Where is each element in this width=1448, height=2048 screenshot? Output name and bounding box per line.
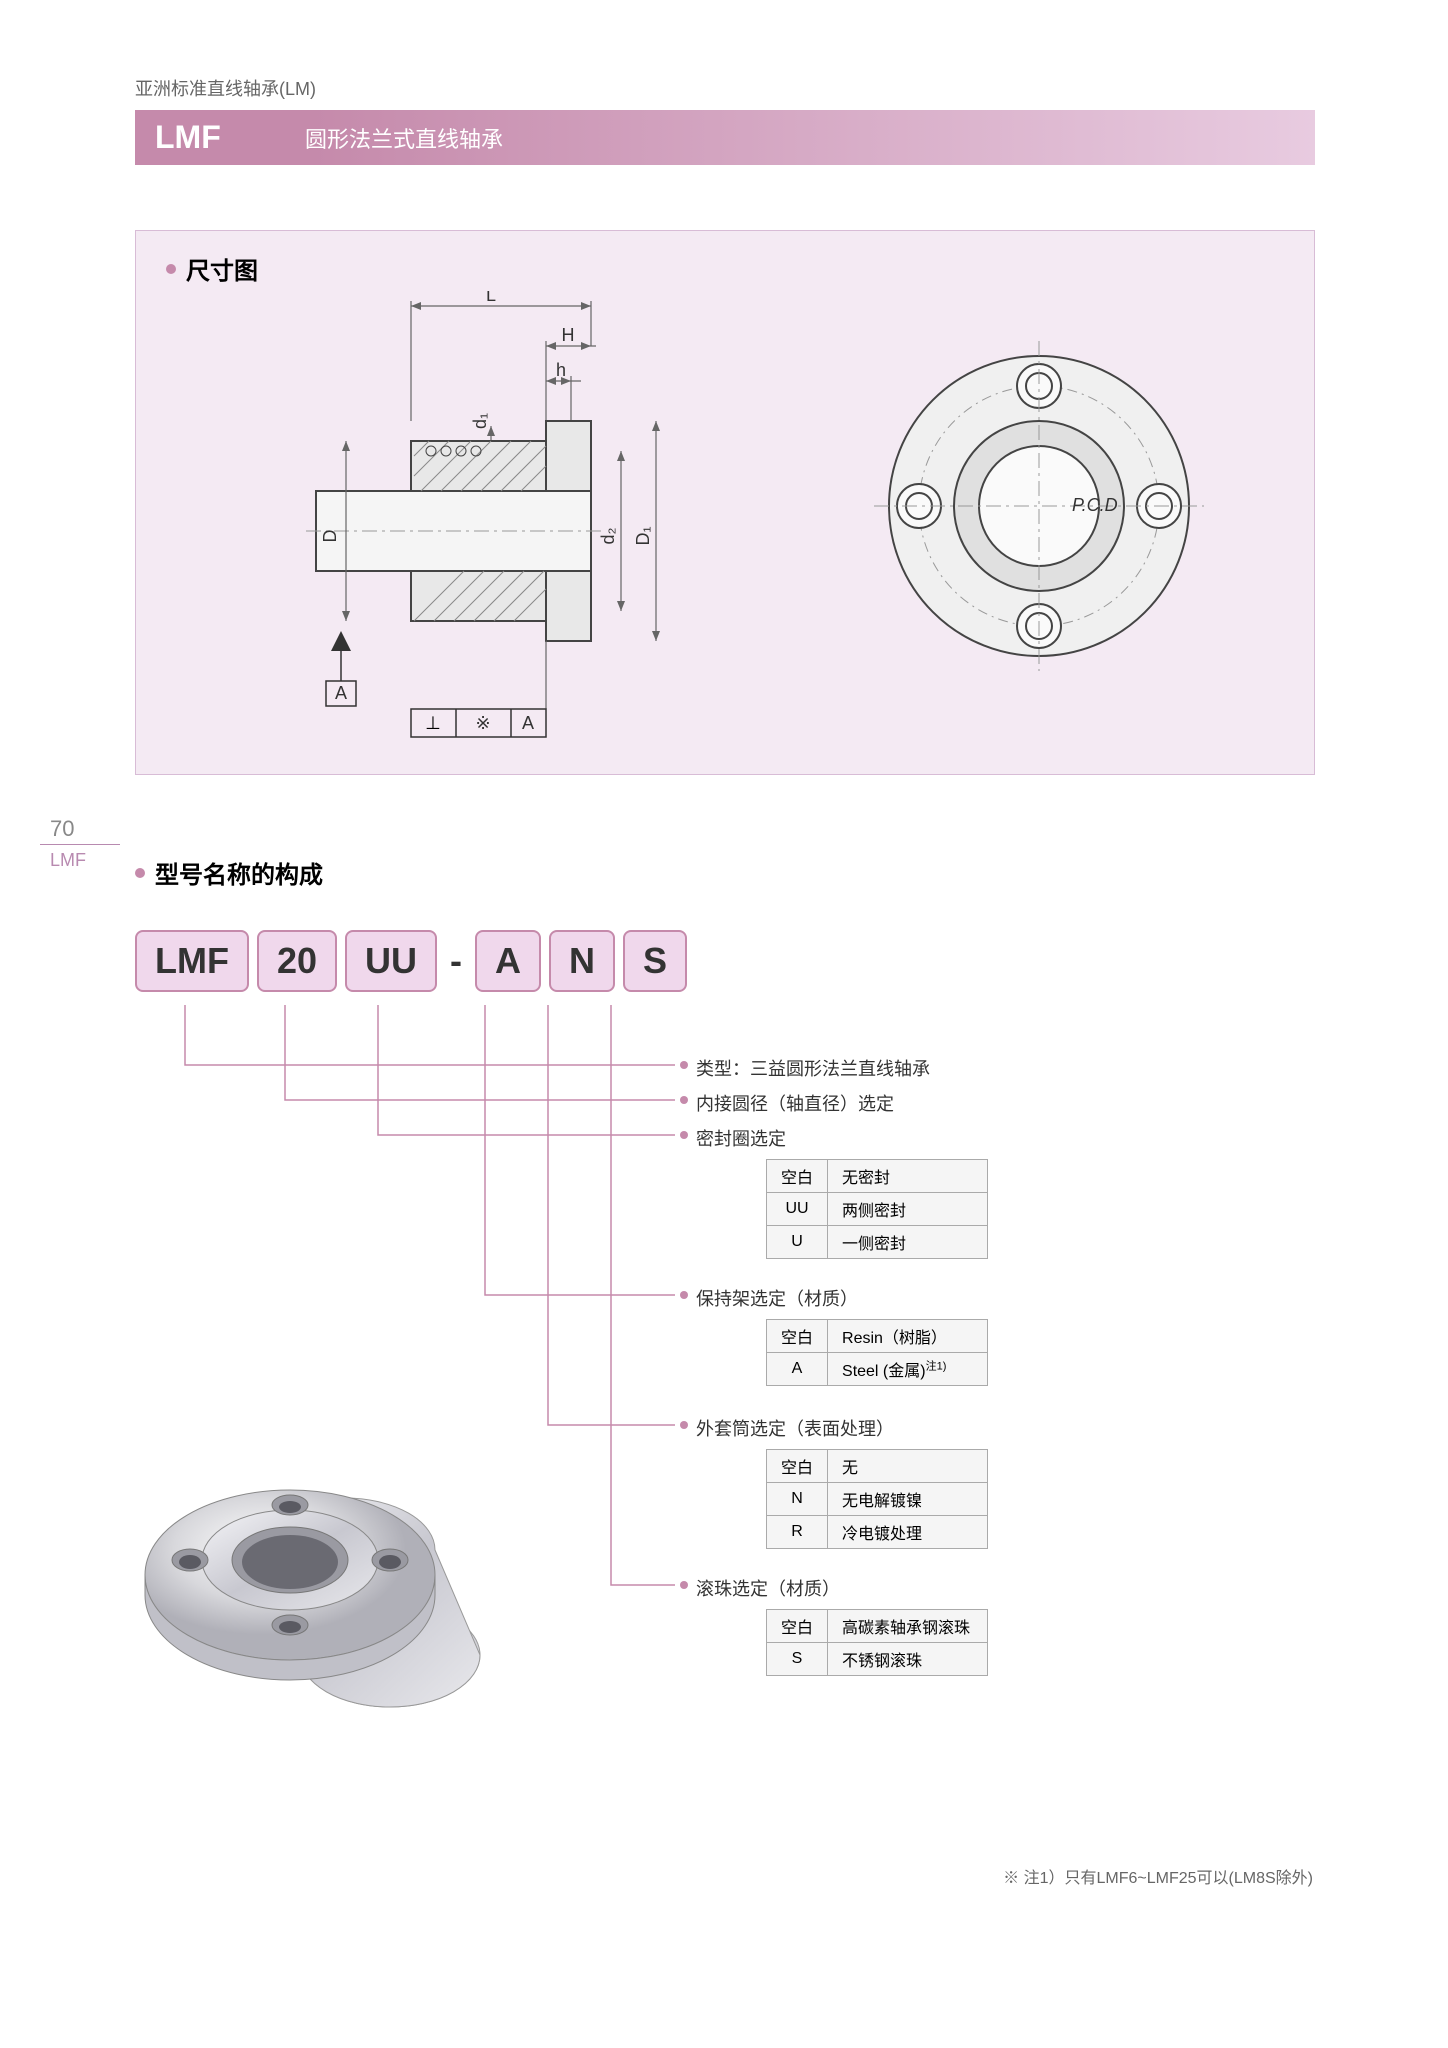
dim-section-title: 尺寸图 (166, 251, 258, 286)
page-code: LMF (50, 850, 86, 871)
svg-text:d₂: d₂ (598, 527, 618, 544)
page-subtitle: 亚洲标准直线轴承(LM) (135, 75, 316, 101)
svg-text:L: L (486, 291, 496, 305)
model-part-s: S (623, 930, 687, 992)
retainer-table: 空白Resin（树脂） ASteel (金属)注1) (766, 1319, 988, 1386)
svg-text:D: D (320, 530, 340, 543)
bullet-icon (680, 1421, 688, 1429)
svg-text:d₁: d₁ (470, 413, 490, 429)
legend-retainer: 保持架选定（材质） 空白Resin（树脂） ASteel (金属)注1) (680, 1285, 988, 1386)
flange-front-view: P.C.D (864, 331, 1214, 681)
legend-ball: 滚珠选定（材质） 空白高碳素轴承钢滚珠 S不锈钢滚珠 (680, 1575, 988, 1676)
model-parts: LMF 20 UU - A N S (135, 930, 1315, 992)
bullet-icon (135, 868, 145, 878)
title-badge: LMF (135, 119, 285, 156)
bullet-icon (166, 264, 176, 274)
bullet-icon (680, 1581, 688, 1589)
product-render (135, 1430, 515, 1770)
footnote: ※ 注1）只有LMF6~LMF25可以(LM8S除外) (1003, 1864, 1313, 1888)
svg-text:A: A (522, 713, 534, 733)
sleeve-table: 空白无 N无电解镀镍 R冷电镀处理 (766, 1449, 988, 1549)
bullet-icon (680, 1096, 688, 1104)
bullet-icon (680, 1291, 688, 1299)
model-part-lmf: LMF (135, 930, 249, 992)
title-text: 圆形法兰式直线轴承 (285, 122, 503, 154)
legend-sleeve: 外套筒选定（表面处理） 空白无 N无电解镀镍 R冷电镀处理 (680, 1415, 988, 1549)
model-part-n: N (549, 930, 615, 992)
svg-text:A: A (335, 683, 347, 703)
svg-text:H: H (562, 325, 575, 345)
svg-text:⊥: ⊥ (425, 713, 441, 733)
title-bar: LMF 圆形法兰式直线轴承 (135, 110, 1315, 165)
bullet-icon (680, 1061, 688, 1069)
page-number: 70 (50, 816, 74, 842)
legend-seal: 密封圈选定 空白无密封 UU两侧密封 U一侧密封 (680, 1125, 988, 1259)
dimension-drawing: L H h d₁ (236, 291, 716, 741)
svg-text:h: h (556, 360, 566, 380)
ball-table: 空白高碳素轴承钢滚珠 S不锈钢滚珠 (766, 1609, 988, 1676)
model-part-uu: UU (345, 930, 437, 992)
model-section: 型号名称的构成 LMF 20 UU - A N S (135, 855, 1315, 992)
svg-text:P.C.D: P.C.D (1072, 495, 1118, 515)
seal-table: 空白无密封 UU两侧密封 U一侧密封 (766, 1159, 988, 1259)
svg-text:D₁: D₁ (633, 526, 653, 545)
bullet-icon (680, 1131, 688, 1139)
legend-type: 类型：三益圆形法兰直线轴承 (680, 1055, 930, 1081)
svg-text:※: ※ (475, 713, 490, 733)
legend-diameter: 内接圆径（轴直径）选定 (680, 1090, 894, 1116)
dimension-panel: 尺寸图 L H h d₁ (135, 230, 1315, 775)
page-divider (40, 844, 120, 845)
model-part-sep: - (450, 940, 462, 982)
model-part-20: 20 (257, 930, 337, 992)
model-section-title: 型号名称的构成 (135, 855, 1315, 890)
model-part-a: A (475, 930, 541, 992)
